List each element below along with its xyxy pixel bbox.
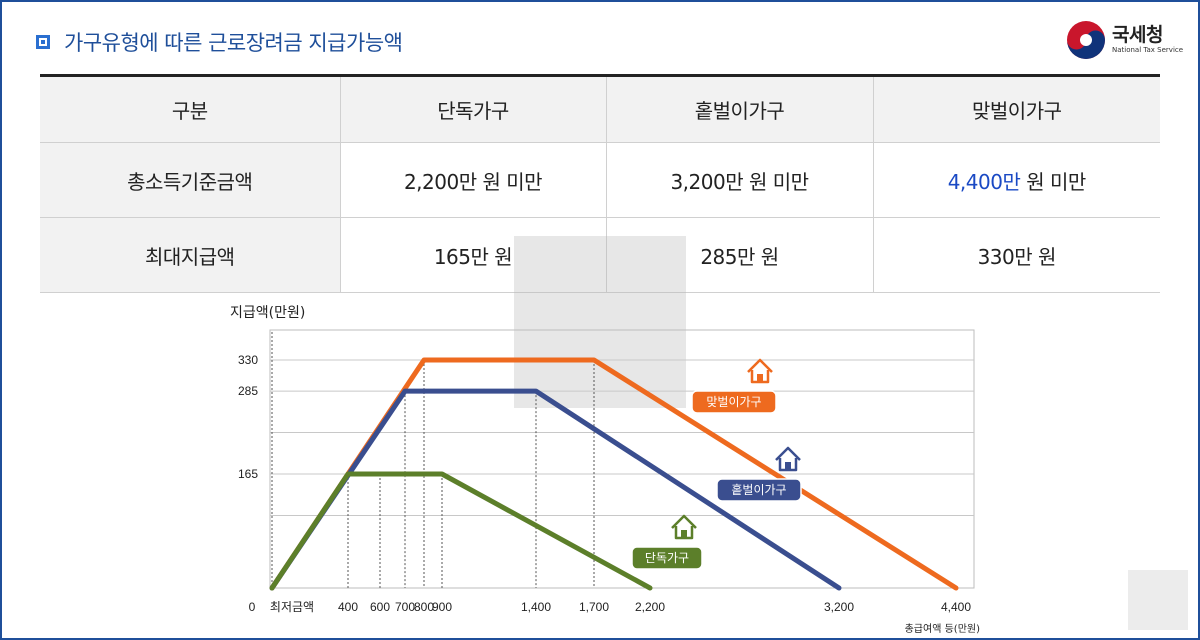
origin-label: 0 bbox=[249, 600, 256, 614]
row-label: 최대지급액 bbox=[40, 217, 341, 293]
table-header-row: 구분 단독가구 홑벌이가구 맞벌이가구 bbox=[40, 77, 1160, 143]
header-one-earner: 홑벌이가구 bbox=[605, 77, 874, 143]
row-label: 총소득기준금액 bbox=[40, 142, 341, 218]
max-dual: 330만 원 bbox=[872, 217, 1160, 293]
x-tick-label: 700 bbox=[395, 600, 415, 614]
x-tick-label: 4,400 bbox=[941, 600, 971, 614]
income-value: 2,200만 bbox=[403, 169, 477, 194]
table-row-max-payment: 최대지급액 165만 원 285만 원 330만 원 bbox=[40, 217, 1160, 293]
max-single: 165만 원 bbox=[339, 217, 607, 293]
y-tick-label: 165 bbox=[238, 467, 258, 481]
income-suffix: 원 미만 bbox=[743, 169, 809, 194]
taegeuk-logo-icon bbox=[1067, 21, 1105, 59]
income-value: 4,400만 bbox=[947, 169, 1021, 194]
watermark-small bbox=[1128, 570, 1188, 630]
square-bullet-icon bbox=[36, 35, 50, 49]
slide-header: 가구유형에 따른 근로장려금 지급가능액 bbox=[36, 26, 403, 58]
series-badge-label: 맞벌이가구 bbox=[706, 395, 761, 409]
header-category: 구분 bbox=[40, 77, 341, 143]
income-suffix: 원 미만 bbox=[476, 169, 543, 194]
house-door-icon bbox=[681, 530, 687, 538]
header-single: 단독가구 bbox=[339, 77, 607, 143]
table-row-income-threshold: 총소득기준금액 2,200만 원 미만 3,200만 원 미만 4,400만 원… bbox=[40, 142, 1160, 218]
y-axis-label: 지급액(만원) bbox=[230, 305, 305, 321]
series-badge bbox=[631, 546, 703, 570]
y-tick-label: 285 bbox=[238, 384, 258, 398]
logo-subtitle: National Tax Service bbox=[1112, 46, 1184, 54]
income-single: 2,200만 원 미만 bbox=[339, 142, 607, 218]
series-badge bbox=[691, 390, 777, 414]
series-line bbox=[269, 471, 653, 591]
page-title: 가구유형에 따른 근로장려금 지급가능액 bbox=[64, 31, 403, 55]
max-one-earner: 285만 원 bbox=[605, 217, 874, 293]
logo-name: 국세청 bbox=[1112, 24, 1163, 46]
watermark bbox=[514, 236, 686, 408]
plot-frame bbox=[269, 329, 975, 589]
house-door-icon bbox=[757, 374, 763, 382]
x-axis-min-label: 최저금액 bbox=[270, 600, 314, 614]
x-tick-label: 900 bbox=[432, 600, 452, 614]
series-badge-label: 단독가구 bbox=[645, 551, 689, 565]
x-tick-label: 1,700 bbox=[579, 600, 609, 614]
x-tick-label: 400 bbox=[338, 600, 358, 614]
income-dual: 4,400만 원 미만 bbox=[872, 142, 1160, 218]
income-suffix: 원 미만 bbox=[1020, 169, 1086, 194]
x-tick-label: 2,200 bbox=[635, 600, 665, 614]
income-value: 3,200만 bbox=[670, 169, 744, 194]
series-badge bbox=[716, 478, 802, 502]
series-badge-label: 홑벌이가구 bbox=[731, 483, 786, 497]
table-top-rule bbox=[40, 74, 1160, 77]
x-tick-label: 3,200 bbox=[824, 600, 854, 614]
income-one-earner: 3,200만 원 미만 bbox=[605, 142, 874, 218]
x-tick-label: 1,400 bbox=[521, 600, 551, 614]
x-tick-label: 600 bbox=[370, 600, 390, 614]
house-door-icon bbox=[785, 462, 791, 470]
benefit-table: 구분 단독가구 홑벌이가구 맞벌이가구 총소득기준금액 2,200만 원 미만 … bbox=[40, 77, 1160, 293]
header-dual: 맞벌이가구 bbox=[872, 77, 1160, 143]
x-axis-label: 총급여액 등(만원) bbox=[905, 623, 980, 635]
nts-logo: 국세청 National Tax Service bbox=[1062, 18, 1184, 62]
x-tick-label: 800 bbox=[414, 600, 434, 614]
y-tick-label: 330 bbox=[238, 353, 258, 367]
